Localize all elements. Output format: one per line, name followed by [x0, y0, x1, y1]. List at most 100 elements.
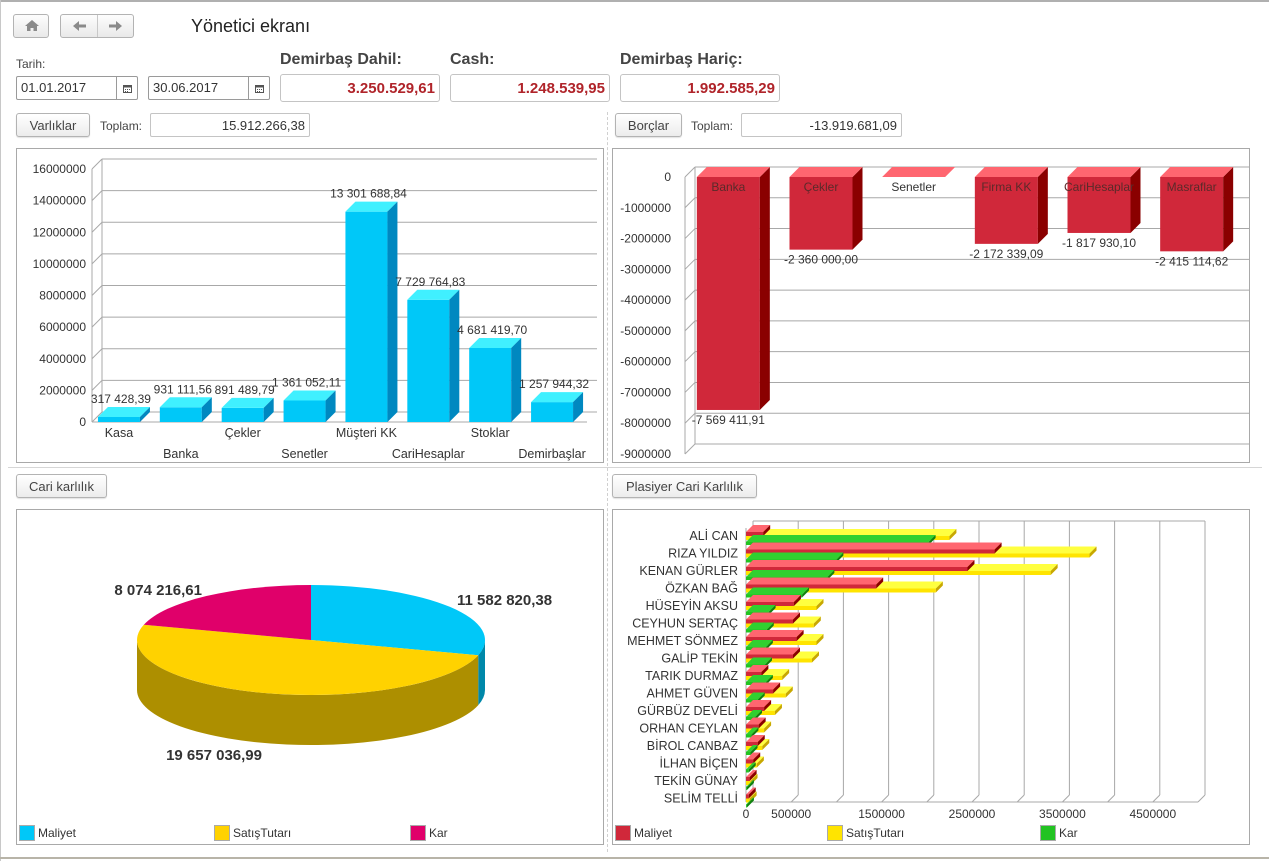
legend-swatch [615, 825, 631, 841]
bar-side [759, 167, 770, 410]
legend-label: Maliyet [38, 826, 77, 840]
bar-side-Maliyet [757, 735, 765, 746]
home-icon [25, 20, 39, 31]
category-label: SELİM TELLİ [664, 792, 738, 806]
bar-side-Maliyet [793, 647, 801, 659]
home-button[interactable] [13, 14, 49, 38]
bar-SatışTutarı [746, 781, 751, 785]
bar-top [882, 167, 956, 177]
x-tick-label: Firma KK [981, 180, 1031, 194]
bar-side [449, 289, 460, 422]
gridline-diagonal [684, 166, 696, 178]
bar-side [387, 201, 398, 422]
arrow-left-icon [73, 21, 86, 31]
data-label: 1 257 944,32 [519, 377, 589, 391]
x-tick-label: Demirbaşlar [518, 447, 585, 461]
bar-front [531, 402, 574, 422]
bar-side-Maliyet [994, 542, 1002, 554]
bar-top-Kar [746, 622, 774, 630]
bar-side-SatışTutarı [811, 651, 819, 663]
hbar-legend-satistutari: SatışTutarı [827, 825, 904, 841]
cari-karlilik-button[interactable]: Cari karlılık [16, 474, 107, 498]
pie-side-SatışTutarı [136, 640, 479, 745]
y-tick-label: 16000000 [33, 162, 87, 176]
bar-top [283, 390, 336, 401]
data-label: 13 301 688,84 [330, 187, 407, 201]
data-label: 1 361 052,11 [272, 375, 342, 389]
bar-SatışTutarı [746, 588, 936, 593]
back-button[interactable] [61, 15, 98, 37]
y-tick-label: -3000000 [620, 262, 671, 276]
pie-side-Maliyet [478, 640, 485, 706]
bar-top-Maliyet [746, 542, 1002, 550]
bar-top-Kar [746, 692, 765, 700]
varliklar-button[interactable]: Varlıklar [16, 113, 90, 137]
bar-top-Maliyet [746, 630, 804, 637]
start-date-field[interactable]: 01.01.2017 [16, 76, 138, 100]
y-tick-label: -2000000 [620, 232, 671, 246]
bar-top-Kar [746, 797, 754, 805]
borclar-button[interactable]: Borçlar [615, 113, 682, 137]
bar-side-Maliyet [876, 577, 884, 589]
bar-Maliyet [746, 619, 794, 624]
liabilities-bar-chart: 0 -1000000 -2000000 -3000000 -4000000 -500000… [620, 166, 1251, 461]
y-tick-label: 10000000 [33, 257, 87, 271]
start-date-value[interactable]: 01.01.2017 [21, 80, 87, 95]
start-date-picker[interactable] [116, 77, 137, 99]
bar-side-Kar [750, 745, 758, 755]
legend-swatch [1040, 825, 1056, 841]
end-date-field[interactable]: 30.06.2017 [148, 76, 270, 100]
bar-side [263, 397, 274, 422]
bar-Kar [746, 734, 752, 738]
category-label: GALİP TEKİN [661, 652, 738, 666]
bar-top-Maliyet [746, 717, 766, 725]
bar-top-Maliyet [746, 682, 781, 690]
bar-side-Maliyet [758, 717, 766, 729]
bar-side-SatışTutarı [782, 669, 790, 680]
y-tick-label: -8000000 [620, 416, 671, 430]
bar-Maliyet [746, 654, 794, 659]
bar-top-Kar [746, 762, 756, 770]
x-tick-label: 4500000 [1129, 807, 1176, 821]
gridline-diagonal [91, 411, 103, 423]
bar-top [159, 397, 212, 408]
end-date-value[interactable]: 30.06.2017 [153, 80, 219, 95]
bar-Maliyet [746, 584, 877, 589]
plasiyer-cari-karlilik-button[interactable]: Plasiyer Cari Karlılık [612, 474, 757, 498]
date-label: Tarih: [16, 57, 46, 71]
legend-label: SatışTutarı [233, 826, 292, 840]
bar-side-SatışTutarı [816, 599, 824, 610]
vertical-splitter[interactable] [607, 112, 608, 852]
pie-data-label: 19 657 036,99 [166, 747, 262, 764]
forward-button[interactable] [98, 15, 134, 37]
data-label: -1 817 930,10 [1062, 236, 1136, 250]
y-tick-label: 6000000 [39, 320, 86, 334]
data-label: -2 172 339,09 [969, 247, 1043, 261]
assets-bar-chart: 0 2000000 4000000 6000000 8000000 10000000 120… [33, 158, 597, 461]
x-tick-label: CariHesaplar [1064, 180, 1134, 194]
bar-top [1067, 167, 1141, 177]
gridline-diagonal [881, 794, 889, 803]
bar-side [1130, 167, 1141, 233]
gridline-diagonal [926, 794, 935, 803]
bar-Maliyet [746, 777, 750, 781]
y-tick-label: 4000000 [39, 352, 86, 366]
bar-side-SatışTutarı [1089, 546, 1097, 558]
bar-Maliyet [746, 742, 758, 746]
bar-side [852, 167, 863, 250]
end-date-picker[interactable] [248, 77, 269, 99]
category-label: TARIK DURMAZ [645, 669, 738, 683]
category-label: BİROL CANBAZ [647, 739, 739, 753]
gridline-diagonal [1016, 794, 1025, 803]
bar-side-Maliyet [748, 787, 756, 799]
gridline-diagonal [684, 228, 696, 239]
bar-side-SatışTutarı [816, 634, 824, 645]
horizontal-splitter[interactable] [8, 467, 1262, 468]
x-tick-label: 3500000 [1039, 807, 1086, 821]
bar-top [407, 289, 460, 300]
bar-top [469, 337, 522, 348]
bar-top-Kar [746, 587, 810, 595]
category-label: İLHAN BİÇEN [660, 757, 739, 771]
plasiyer-hbar-chart: 0 500000 1500000 2500000 3500000 4500000 ALİ C… [627, 520, 1206, 821]
liabilities-total-field: -13.919.681,09 [741, 113, 902, 137]
